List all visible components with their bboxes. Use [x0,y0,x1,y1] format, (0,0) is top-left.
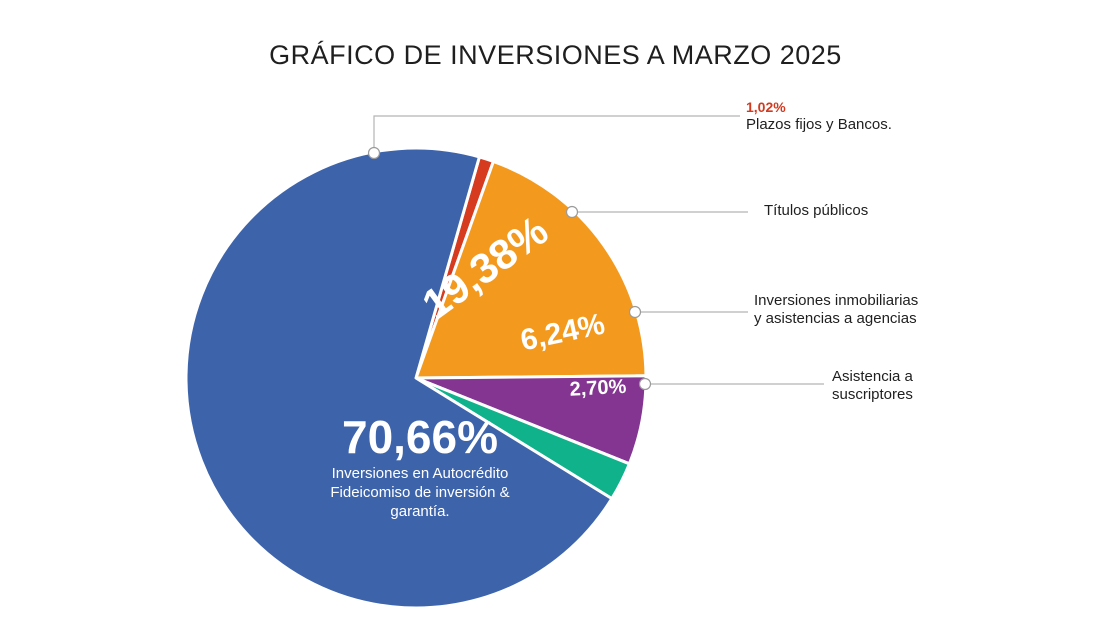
legend-titulos: Títulos públicos [764,202,868,220]
main-slice-label: 70,66% Inversiones en Autocrédito Fideic… [300,410,540,521]
legend-asist-line2: suscriptores [832,386,913,403]
leader-line-0 [373,115,740,153]
legend-asist-line1: Asistencia a [832,368,913,385]
main-desc-line2: Fideicomiso de inversión & [330,484,510,501]
leader-dot-2 [628,305,642,319]
legend-inmob-line1: Inversiones inmobiliarias [754,292,919,309]
legend-inmob-line2: y asistencias a agencias [754,310,917,327]
main-desc-line3: garantía. [390,503,450,520]
legend-plazos-pct: 1,02% [746,99,786,115]
leader-dot-3 [638,377,652,391]
main-desc-line1: Inversiones en Autocrédito [331,465,509,482]
leader-dot-1 [565,205,579,219]
legend-asistencia: Asistencia a suscriptores [832,368,913,404]
legend-plazos-name: Plazos fijos y Bancos. [746,116,892,133]
chart-title: GRÁFICO DE INVERSIONES A MARZO 2025 [269,40,842,70]
legend-inmobiliarias: Inversiones inmobiliarias y asistencias … [754,292,918,328]
main-slice-desc: Inversiones en Autocrédito Fideicomiso d… [300,464,540,521]
legend-titulos-name: Títulos públicos [764,202,869,219]
main-slice-pct: 70,66% [341,411,498,463]
slice-label-3: 2,70% [569,376,627,401]
pie-slice-1 [414,159,648,380]
leader-dot-0 [367,146,381,160]
legend-plazos: 1,02% Plazos fijos y Bancos. [746,98,892,134]
pie-slice-4 [184,146,614,610]
